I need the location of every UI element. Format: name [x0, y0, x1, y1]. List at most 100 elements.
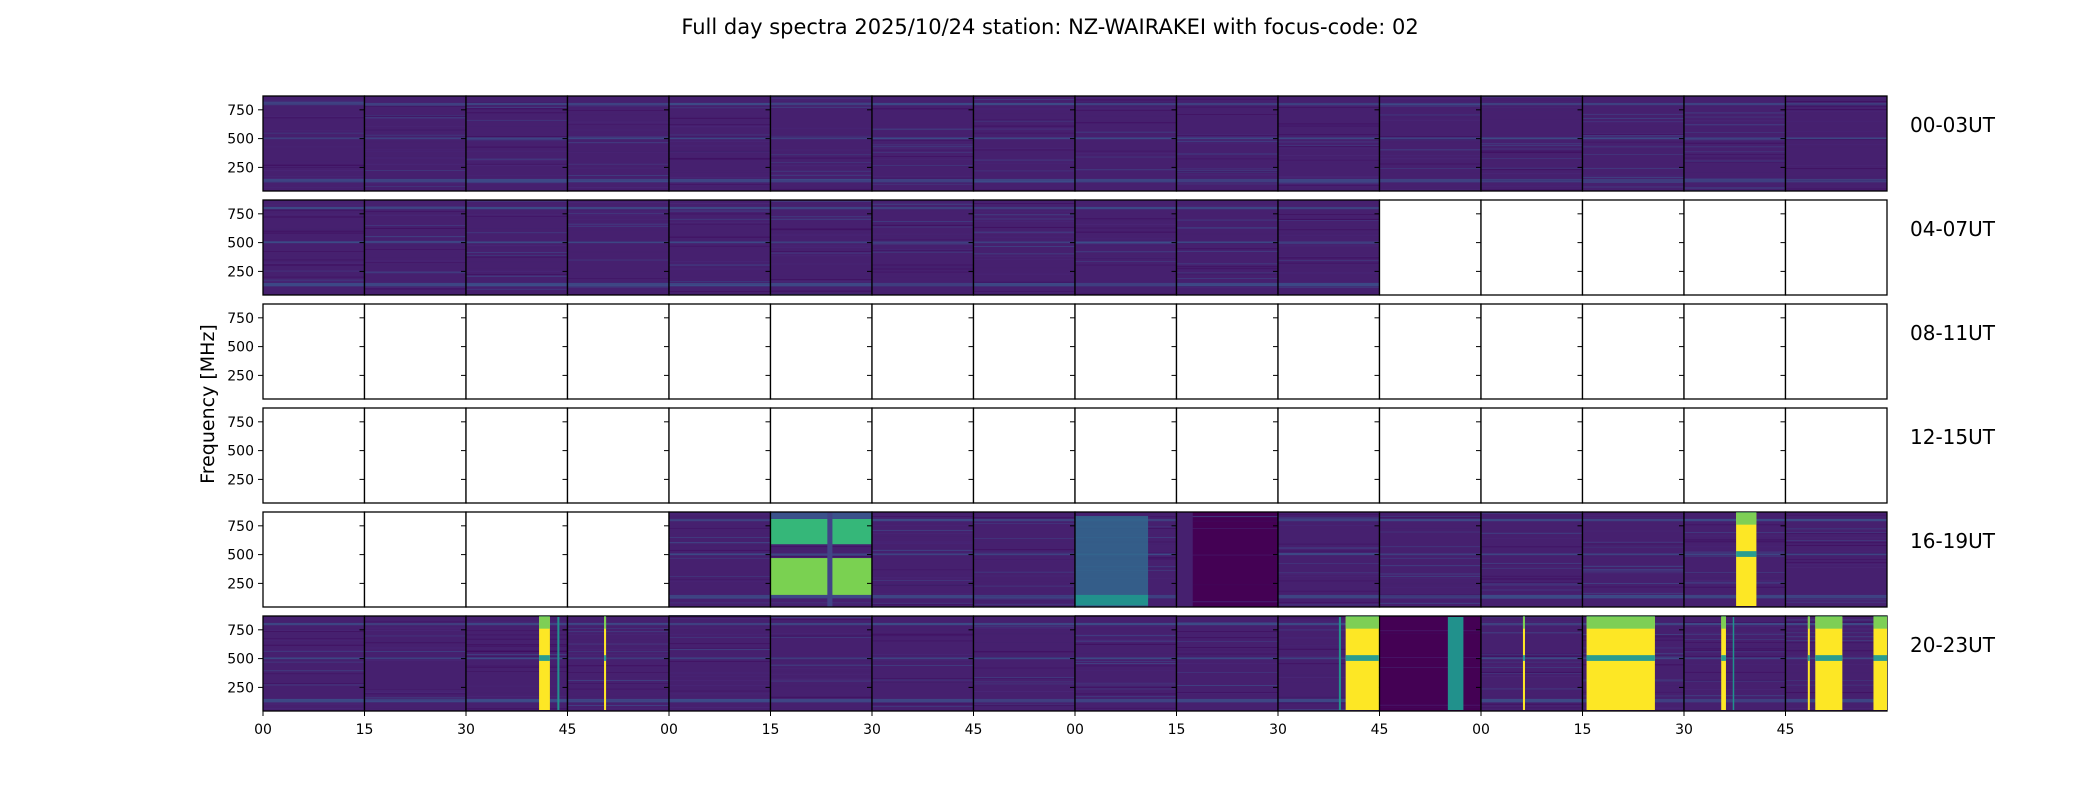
spectrogram-panel	[1273, 95, 1381, 192]
empty-panel-background	[1582, 304, 1684, 399]
noise-stripe	[1379, 578, 1481, 579]
rfi-band	[1481, 102, 1583, 106]
spectrogram-panel	[1273, 303, 1381, 400]
noise-stripe	[1481, 145, 1583, 146]
noise-stripe	[872, 577, 974, 579]
noise-stripe	[364, 106, 466, 107]
noise-stripe	[1582, 117, 1684, 119]
spectrogram-panel	[562, 407, 670, 504]
noise-stripe	[1075, 682, 1177, 684]
noise-stripe	[567, 105, 669, 107]
spectrogram-panel	[664, 407, 772, 504]
noise-stripe	[1582, 572, 1684, 574]
noise-stripe	[770, 546, 872, 548]
noise-stripe	[1481, 100, 1583, 101]
noise-stripe	[1582, 167, 1684, 169]
noise-stripe	[1075, 625, 1177, 627]
spectrogram-panel	[1780, 303, 1888, 400]
noise-stripe	[872, 147, 974, 149]
noise-stripe	[1278, 516, 1380, 518]
noise-stripe	[1176, 634, 1278, 636]
spectrogram-panel	[765, 615, 873, 712]
noise-stripe	[669, 157, 771, 159]
noise-stripe	[1176, 263, 1278, 265]
radio-burst	[1345, 616, 1379, 710]
rfi-band	[770, 594, 872, 599]
noise-stripe	[1075, 223, 1177, 225]
noise-stripe	[1582, 567, 1684, 569]
noise-stripe	[669, 647, 771, 649]
noise-stripe	[263, 631, 365, 632]
noise-stripe	[770, 99, 872, 101]
noise-stripe	[1176, 554, 1278, 556]
noise-stripe	[669, 542, 771, 544]
noise-stripe	[1582, 571, 1684, 573]
noise-stripe	[1684, 671, 1786, 673]
noise-stripe	[1278, 163, 1380, 165]
noise-stripe	[1075, 662, 1177, 665]
empty-panel-background	[1176, 304, 1278, 399]
noise-stripe	[567, 672, 669, 673]
spectrogram-panel	[461, 199, 569, 296]
burst-teal	[1732, 617, 1735, 710]
noise-stripe	[1278, 175, 1380, 177]
rfi-band	[1379, 518, 1481, 522]
noise-stripe	[1582, 146, 1684, 148]
panel-background	[669, 200, 771, 295]
noise-stripe	[872, 579, 974, 581]
noise-stripe	[466, 651, 568, 652]
noise-stripe	[872, 271, 974, 273]
noise-stripe	[364, 225, 466, 227]
noise-stripe	[364, 240, 466, 242]
rfi-band	[872, 622, 974, 626]
spectrogram-panel	[1679, 511, 1787, 608]
noise-stripe	[1176, 653, 1278, 655]
noise-stripe	[973, 128, 1075, 130]
noise-stripe	[567, 631, 669, 633]
noise-stripe	[770, 127, 872, 129]
noise-stripe	[1684, 139, 1786, 141]
noise-stripe	[1684, 112, 1786, 114]
y-tick-label: 500	[227, 652, 254, 668]
noise-stripe	[1684, 157, 1786, 159]
rfi-band	[263, 137, 365, 140]
row-label: 12-15UT	[1910, 425, 1996, 449]
noise-stripe	[669, 685, 771, 687]
noise-stripe	[567, 286, 669, 288]
empty-panel-background	[364, 408, 466, 503]
noise-stripe	[567, 211, 669, 213]
noise-stripe	[770, 216, 872, 218]
noise-stripe	[1785, 566, 1887, 568]
noise-stripe	[872, 276, 974, 278]
empty-panel-background	[364, 304, 466, 399]
noise-stripe	[1176, 631, 1278, 633]
noise-stripe	[1379, 139, 1481, 141]
noise-stripe	[1176, 175, 1278, 177]
noise-stripe	[1785, 540, 1887, 542]
noise-stripe	[1481, 146, 1583, 148]
noise-stripe	[263, 630, 365, 632]
noise-stripe	[364, 187, 466, 189]
spectrogram-panel	[765, 511, 873, 608]
noise-stripe	[872, 152, 974, 153]
noise-stripe	[567, 174, 669, 176]
panel-background	[1684, 512, 1786, 607]
noise-stripe	[1176, 672, 1278, 673]
spectrogram-panel	[664, 95, 772, 192]
rfi-band	[669, 594, 771, 599]
noise-stripe	[1785, 564, 1887, 566]
noise-stripe	[1684, 641, 1786, 643]
noise-stripe	[466, 708, 568, 710]
noise-stripe	[1481, 530, 1583, 532]
spectrogram-panel	[1374, 95, 1482, 192]
empty-panel-background	[1684, 200, 1786, 295]
rfi-band	[1278, 657, 1380, 660]
noise-stripe	[263, 136, 365, 138]
noise-stripe	[1278, 648, 1380, 650]
panel-background	[1176, 512, 1278, 607]
noise-stripe	[263, 256, 365, 258]
noise-stripe	[669, 693, 771, 695]
noise-stripe	[770, 292, 872, 294]
noise-stripe	[872, 144, 974, 146]
noise-stripe	[973, 585, 1075, 587]
